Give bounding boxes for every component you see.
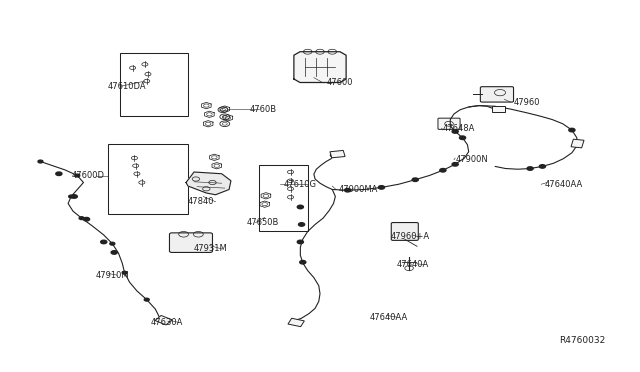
FancyBboxPatch shape: [481, 87, 513, 102]
Bar: [108, 144, 188, 214]
Circle shape: [100, 240, 107, 244]
Circle shape: [75, 174, 80, 177]
Circle shape: [344, 189, 351, 192]
Circle shape: [540, 165, 545, 168]
Circle shape: [440, 169, 446, 172]
Circle shape: [38, 160, 43, 163]
FancyBboxPatch shape: [438, 118, 460, 129]
FancyBboxPatch shape: [391, 222, 419, 240]
Circle shape: [79, 217, 84, 219]
Circle shape: [297, 205, 303, 209]
Circle shape: [330, 154, 337, 157]
Text: 47960+A: 47960+A: [390, 232, 430, 241]
Polygon shape: [294, 52, 346, 83]
Circle shape: [460, 136, 466, 140]
Polygon shape: [571, 139, 584, 148]
Circle shape: [71, 195, 77, 198]
FancyBboxPatch shape: [170, 233, 212, 253]
Circle shape: [68, 195, 74, 198]
Circle shape: [452, 130, 458, 133]
Bar: [259, 165, 308, 231]
Text: 47600D: 47600D: [71, 171, 104, 180]
Text: 4760B: 4760B: [250, 105, 276, 113]
Polygon shape: [155, 315, 172, 325]
Polygon shape: [186, 172, 231, 195]
Polygon shape: [288, 318, 305, 327]
Text: 47640AA: 47640AA: [544, 180, 582, 189]
Text: 47900N: 47900N: [455, 155, 488, 164]
Circle shape: [527, 167, 533, 170]
Circle shape: [452, 163, 458, 166]
Circle shape: [297, 240, 303, 244]
Circle shape: [298, 223, 305, 226]
Text: 47910M: 47910M: [96, 271, 129, 280]
Text: R4760032: R4760032: [559, 336, 605, 345]
Text: 47600: 47600: [326, 78, 353, 87]
Circle shape: [56, 172, 62, 176]
Circle shape: [300, 260, 306, 264]
Circle shape: [110, 242, 115, 245]
Text: 47640AA: 47640AA: [369, 312, 408, 322]
Text: 47650B: 47650B: [246, 218, 278, 227]
Circle shape: [569, 128, 575, 132]
Circle shape: [122, 271, 127, 274]
Circle shape: [412, 178, 419, 182]
Text: 47640A: 47640A: [397, 260, 429, 269]
Circle shape: [378, 186, 385, 189]
Polygon shape: [492, 106, 506, 112]
Text: 47900MA: 47900MA: [339, 185, 378, 194]
Polygon shape: [330, 150, 345, 158]
Circle shape: [144, 298, 149, 301]
Circle shape: [111, 251, 117, 254]
Text: 47630A: 47630A: [151, 318, 184, 327]
Text: 47610G: 47610G: [283, 180, 316, 189]
Text: 47610DA: 47610DA: [108, 82, 147, 91]
Text: 47840: 47840: [188, 197, 214, 206]
Bar: [120, 53, 188, 116]
Text: 47931M: 47931M: [194, 244, 228, 253]
Text: 47960: 47960: [513, 97, 540, 106]
Text: 47648A: 47648A: [443, 124, 476, 133]
Circle shape: [83, 218, 90, 221]
